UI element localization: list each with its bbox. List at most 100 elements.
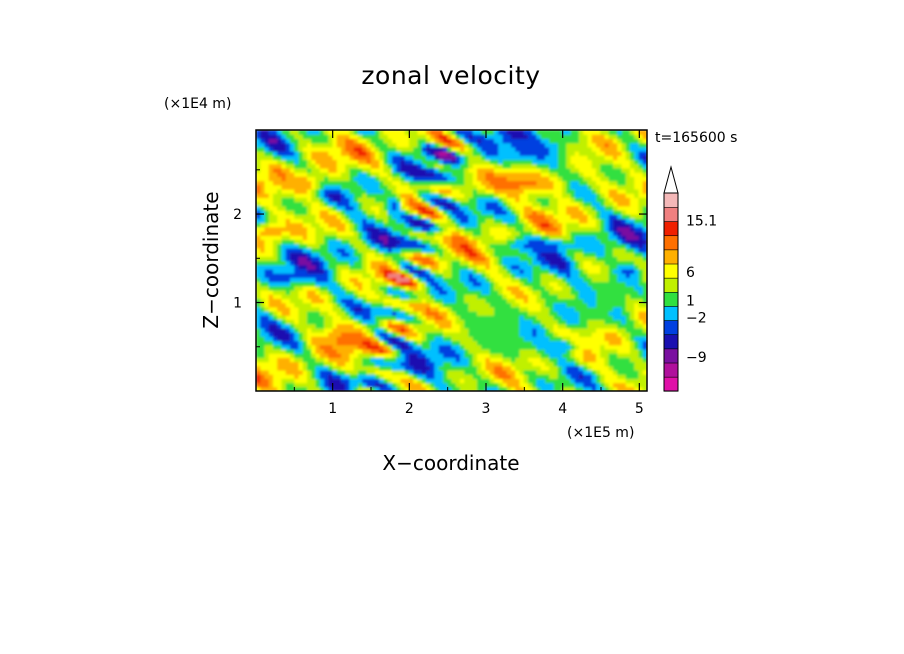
field-cell <box>460 298 465 304</box>
field-cell <box>277 197 283 203</box>
field-cell <box>472 134 478 140</box>
field-cell <box>315 386 321 391</box>
field-cell <box>494 155 499 161</box>
field-cell <box>515 311 521 316</box>
field-cell <box>277 260 283 266</box>
field-cell <box>502 176 508 182</box>
field-cell <box>366 201 372 207</box>
field-cell <box>447 327 453 333</box>
field-cell <box>328 277 334 283</box>
field-cell <box>349 142 355 148</box>
field-cell <box>264 382 270 388</box>
field-cell <box>515 378 521 384</box>
field-cell <box>311 159 317 165</box>
field-cell <box>494 184 499 190</box>
field-cell <box>281 180 287 186</box>
field-cell <box>396 209 402 215</box>
field-cell <box>562 323 567 329</box>
field-cell <box>383 184 389 190</box>
field-cell <box>464 209 470 215</box>
field-cell <box>443 197 448 203</box>
field-cell <box>489 172 495 177</box>
field-cell <box>290 332 295 337</box>
field-cell <box>379 294 385 299</box>
field-cell <box>387 294 393 299</box>
field-cell <box>396 172 402 177</box>
field-cell <box>583 348 589 354</box>
field-cell <box>451 353 457 358</box>
field-cell <box>285 340 291 346</box>
field-cell <box>273 369 278 375</box>
field-cell <box>481 302 487 308</box>
field-cell <box>315 159 321 165</box>
field-cell <box>506 138 512 144</box>
field-cell <box>277 311 283 316</box>
field-cell <box>523 235 529 241</box>
field-cell <box>566 193 572 198</box>
field-cell <box>460 302 465 308</box>
field-cell <box>404 302 410 308</box>
field-cell <box>536 357 542 363</box>
field-cell <box>290 235 295 241</box>
field-cell <box>332 226 338 232</box>
field-cell <box>472 386 478 391</box>
field-cell <box>472 268 478 274</box>
field-cell <box>298 172 304 177</box>
field-cell <box>404 365 410 371</box>
field-cell <box>523 268 529 274</box>
field-cell <box>574 146 580 152</box>
field-cell <box>319 243 325 249</box>
field-cell <box>545 302 550 308</box>
field-cell <box>587 159 593 165</box>
field-cell <box>596 340 601 346</box>
field-cell <box>579 142 584 148</box>
field-cell <box>468 205 474 211</box>
field-cell <box>392 180 397 186</box>
field-cell <box>489 315 495 321</box>
field-cell <box>430 163 436 169</box>
field-cell <box>591 130 597 135</box>
field-cell <box>502 361 508 367</box>
field-cell <box>570 130 576 135</box>
field-cell <box>438 382 444 388</box>
field-cell <box>294 184 300 190</box>
field-cell <box>553 319 559 325</box>
field-cell <box>587 138 593 144</box>
field-cell <box>413 193 419 198</box>
field-cell <box>426 205 431 211</box>
field-cell <box>553 281 559 287</box>
field-cell <box>477 340 482 346</box>
field-cell <box>379 319 385 325</box>
field-cell <box>523 285 529 291</box>
field-cell <box>515 146 521 152</box>
field-cell <box>307 184 312 190</box>
field-cell <box>392 247 397 253</box>
field-cell <box>358 298 363 304</box>
field-cell <box>494 378 499 384</box>
field-cell <box>353 184 359 190</box>
field-cell <box>290 226 295 232</box>
field-cell <box>387 268 393 274</box>
field-cell <box>430 201 436 207</box>
field-cell <box>481 268 487 274</box>
field-cell <box>370 382 376 388</box>
field-cell <box>353 172 359 177</box>
field-cell <box>443 353 448 358</box>
field-cell <box>498 239 504 245</box>
field-cell <box>506 239 512 245</box>
field-cell <box>523 336 529 342</box>
field-cell <box>281 294 287 299</box>
field-cell <box>307 226 312 232</box>
field-cell <box>506 344 512 350</box>
field-cell <box>383 315 389 321</box>
field-cell <box>264 214 270 219</box>
field-cell <box>587 247 593 253</box>
field-cell <box>438 214 444 219</box>
field-cell <box>260 273 266 278</box>
field-cell <box>464 374 470 379</box>
field-cell <box>455 188 461 194</box>
field-cell <box>281 311 287 316</box>
field-cell <box>336 252 342 257</box>
field-cell <box>396 130 402 135</box>
field-cell <box>328 285 334 291</box>
